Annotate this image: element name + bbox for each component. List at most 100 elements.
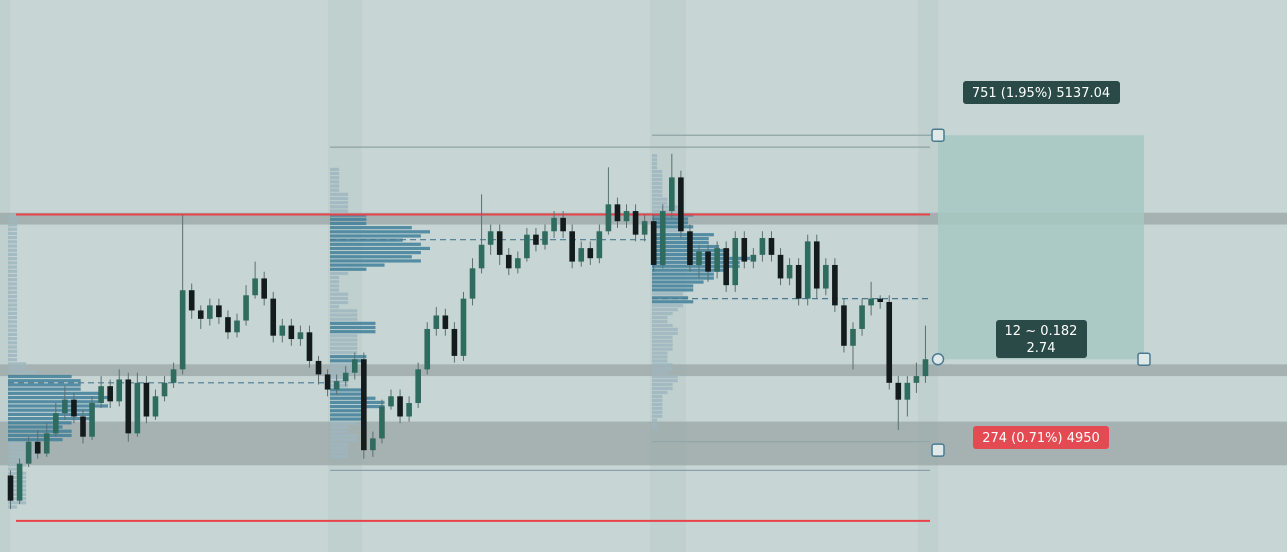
candle bbox=[170, 362, 177, 388]
profile-row bbox=[330, 421, 358, 425]
profile-row bbox=[652, 390, 668, 395]
candle bbox=[80, 409, 86, 444]
candle bbox=[424, 322, 431, 375]
profile-row bbox=[330, 309, 358, 313]
candle bbox=[551, 211, 557, 239]
stop-handle[interactable] bbox=[931, 443, 945, 457]
target-handle[interactable] bbox=[931, 128, 945, 142]
candle bbox=[451, 322, 458, 363]
profile-row bbox=[8, 244, 18, 248]
profile-row bbox=[8, 269, 18, 273]
profile-row bbox=[330, 234, 421, 238]
candle bbox=[370, 431, 376, 457]
ratio-label-line1: 12 ~ 0.182 bbox=[1005, 324, 1078, 339]
profile-row bbox=[330, 375, 349, 380]
position-tool[interactable] bbox=[931, 128, 1151, 457]
profile-row bbox=[652, 166, 658, 170]
candle-body bbox=[361, 359, 367, 451]
candle-body bbox=[415, 369, 421, 404]
profile-row bbox=[652, 280, 704, 284]
profile-row bbox=[330, 454, 349, 459]
profile-row bbox=[8, 404, 108, 408]
profile-row bbox=[330, 275, 340, 280]
profile-row bbox=[652, 240, 709, 245]
profile-row bbox=[8, 261, 18, 265]
candle-body bbox=[560, 217, 566, 232]
profile-row bbox=[330, 330, 376, 334]
entry-handle[interactable] bbox=[931, 353, 945, 366]
profile-row bbox=[330, 396, 376, 400]
candle-body bbox=[62, 399, 68, 414]
profile-row bbox=[8, 421, 72, 425]
profile-row bbox=[8, 379, 81, 383]
candles bbox=[7, 153, 929, 510]
candle-body bbox=[288, 325, 295, 340]
profile-row bbox=[330, 388, 367, 392]
candle-body bbox=[116, 379, 123, 402]
candle-body bbox=[161, 382, 168, 397]
profile-row bbox=[330, 251, 421, 255]
profile-row bbox=[8, 273, 18, 278]
candle bbox=[433, 307, 440, 336]
candle bbox=[515, 251, 521, 274]
candle bbox=[98, 376, 104, 409]
candle-body bbox=[569, 231, 575, 262]
candle bbox=[333, 374, 340, 395]
candle-body bbox=[406, 403, 412, 417]
candle bbox=[877, 295, 883, 309]
target-box[interactable] bbox=[330, 134, 1144, 471]
profile-row bbox=[652, 311, 673, 316]
profile-row bbox=[8, 265, 18, 269]
candle-body bbox=[424, 328, 431, 370]
candle-body bbox=[750, 254, 757, 262]
candle bbox=[832, 258, 838, 313]
profile-row bbox=[330, 305, 340, 309]
candle-body bbox=[868, 298, 874, 306]
candle-body bbox=[315, 360, 322, 375]
candle-body bbox=[904, 382, 911, 400]
candle bbox=[696, 244, 702, 279]
candle-body bbox=[80, 416, 86, 437]
candle-body bbox=[596, 231, 603, 259]
candle-body bbox=[732, 238, 739, 286]
profile-row bbox=[330, 196, 349, 201]
profile-row bbox=[8, 370, 36, 374]
candle-body bbox=[587, 248, 594, 259]
candle bbox=[261, 271, 267, 306]
profile-row bbox=[652, 217, 689, 221]
profile-row bbox=[652, 371, 668, 375]
candle bbox=[650, 214, 657, 272]
candle bbox=[361, 352, 367, 459]
candle bbox=[397, 389, 403, 424]
candle bbox=[795, 258, 802, 306]
profile-row bbox=[8, 337, 18, 341]
profile-row bbox=[330, 413, 367, 417]
candle-body bbox=[179, 290, 186, 370]
candle-body bbox=[678, 177, 684, 232]
profile-row bbox=[8, 341, 18, 345]
profile-row bbox=[652, 319, 668, 324]
candle bbox=[216, 298, 222, 324]
target-label-text: 751 (1.95%) 5137.04 bbox=[972, 86, 1110, 101]
profile-row bbox=[330, 350, 358, 355]
candle bbox=[886, 295, 893, 390]
candle bbox=[533, 227, 539, 252]
profile-row bbox=[652, 284, 694, 288]
profile-row bbox=[330, 325, 376, 330]
candle-body bbox=[605, 204, 612, 232]
candle bbox=[16, 458, 23, 505]
profile-row bbox=[8, 446, 36, 450]
profile-row bbox=[8, 328, 18, 332]
profile-row bbox=[652, 209, 683, 213]
candle-body bbox=[216, 305, 222, 318]
profile-row bbox=[330, 434, 358, 438]
profile-row bbox=[652, 181, 663, 186]
profile-row bbox=[8, 400, 99, 404]
profile-row bbox=[330, 363, 358, 367]
session-band bbox=[918, 0, 938, 552]
candle bbox=[913, 362, 920, 393]
candle-body bbox=[252, 278, 258, 296]
width-handle[interactable] bbox=[1137, 352, 1151, 367]
profile-row bbox=[330, 226, 412, 230]
